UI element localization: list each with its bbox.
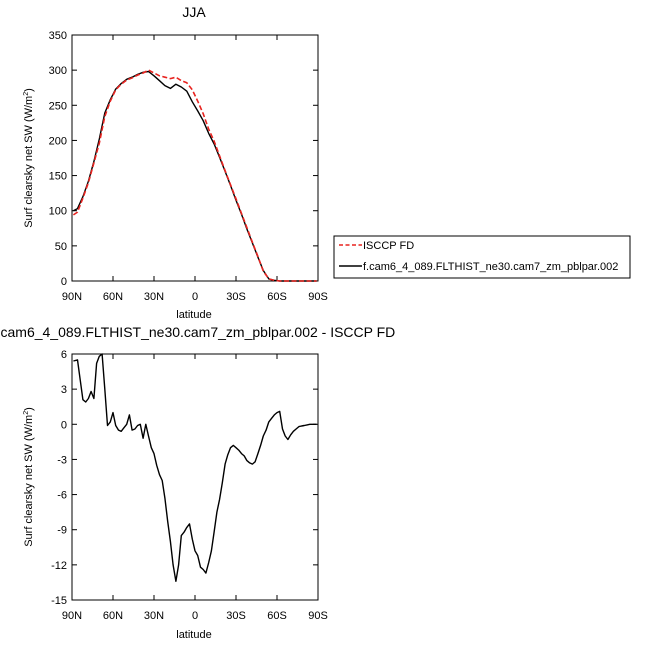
y-axis-label-top: Surf clearsky net SW (W/m2) [23,88,35,228]
legend-box [333,235,631,279]
y-tick-label: 0 [61,419,67,431]
y-axis-top: 0 50 100 150 200 250 300 350 [49,30,318,288]
x-tick-label: 30S [226,610,246,622]
y-axis-bottom: 6 3 0 -3 -6 -9 -12 -15 [51,349,318,607]
x-axis-bottom: 90N 60N 30N 0 30S 60S 90S [62,354,328,622]
y-axis-label-bottom-end: ) [23,407,35,411]
y-axis-label-top-end: ) [23,88,35,92]
y-tick-label: 6 [61,349,67,361]
chart-bottom: f.cam6_4_089.FLTHIST_ne30.cam7_zm_pblpar… [0,324,395,641]
legend: ISCCP FD f.cam6_4_089.FLTHIST_ne30.cam7_… [333,235,631,279]
y-tick-label: 250 [49,100,67,112]
chart-title-bottom: f.cam6_4_089.FLTHIST_ne30.cam7_zm_pblpar… [0,324,395,340]
x-axis-label-top: latitude [176,309,211,321]
y-axis-label-top-text: Surf clearsky net SW (W/m [23,96,35,228]
y-tick-label: -3 [57,454,67,466]
series-line-bottom-0 [73,353,317,582]
x-axis-top: 90N 60N 30N 0 30S 60S 90S [62,35,328,303]
y-tick-label: 300 [49,65,67,77]
y-tick-label: -9 [57,525,67,537]
x-tick-label: 0 [192,610,198,622]
x-tick-label: 30N [144,610,164,622]
y-axis-label-bottom-sup: 2 [23,411,30,415]
x-tick-label: 90S [308,610,328,622]
plot-frame-top [71,34,319,282]
x-tick-label: 30S [226,291,246,303]
y-tick-label: -15 [51,595,67,607]
legend-label-isccp: ISCCP FD [363,240,414,252]
chart-top: JJA 0 50 100 150 200 250 300 350 90N 60N 30N 0 30S 6… [23,4,328,321]
x-tick-label: 90S [308,291,328,303]
x-tick-label: 60N [103,291,123,303]
series-group-top [72,69,317,282]
x-tick-label: 30N [144,291,164,303]
plot-frame-bottom [71,353,319,601]
y-tick-label: 100 [49,206,67,218]
y-tick-label: -6 [57,490,67,502]
x-tick-label: 90N [62,291,82,303]
x-axis-label-bottom: latitude [176,629,211,641]
y-axis-label-bottom: Surf clearsky net SW (W/m2) [23,407,35,547]
y-tick-label: 3 [61,384,67,396]
series-line-top-1 [72,69,317,282]
x-tick-label: 60S [267,291,287,303]
y-tick-label: 350 [49,30,67,42]
y-axis-label-top-sup: 2 [23,92,30,96]
y-tick-label: 0 [61,276,67,288]
chart-title-top: JJA [182,4,206,20]
series-line-top-0 [73,70,317,282]
y-tick-label: 150 [49,171,67,183]
series-group-bottom [73,353,317,582]
y-tick-label: -12 [51,560,67,572]
x-tick-label: 0 [192,291,198,303]
y-tick-label: 200 [49,135,67,147]
x-tick-label: 90N [62,610,82,622]
x-tick-label: 60N [103,610,123,622]
legend-label-model: f.cam6_4_089.FLTHIST_ne30.cam7_zm_pblpar… [363,261,618,273]
x-tick-label: 60S [267,610,287,622]
y-tick-label: 50 [55,241,67,253]
y-axis-label-bottom-text: Surf clearsky net SW (W/m [23,415,35,547]
